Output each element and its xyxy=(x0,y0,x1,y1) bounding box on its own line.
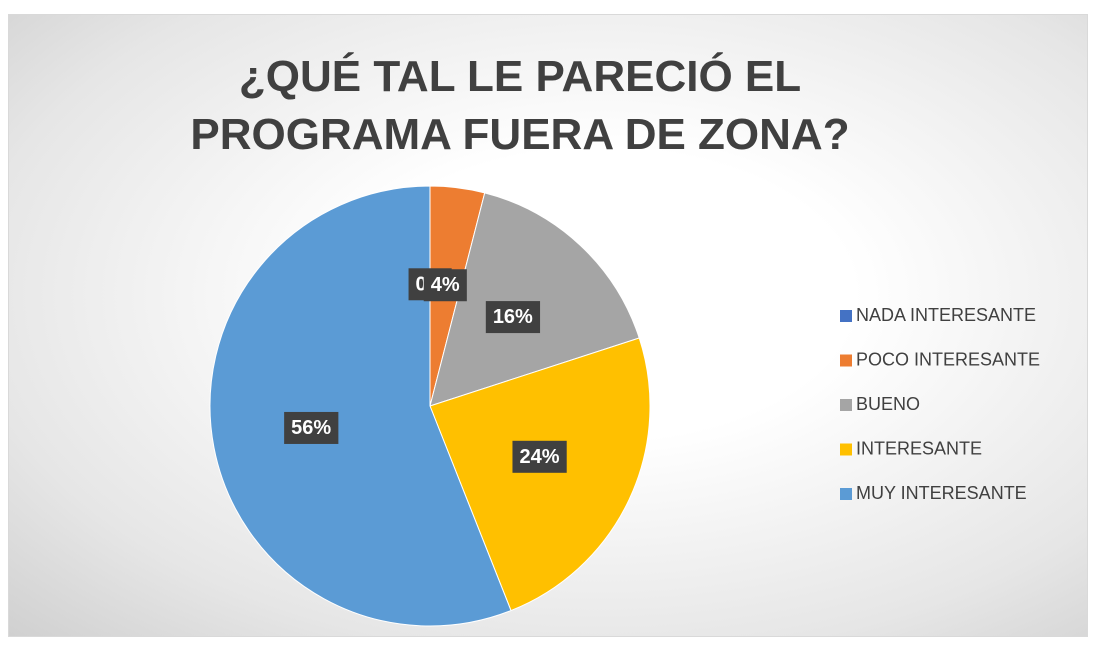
legend-swatch xyxy=(840,310,852,322)
data-label: 56% xyxy=(291,417,331,439)
pie-slice xyxy=(429,192,640,407)
legend-swatch xyxy=(840,488,852,500)
data-label: 16% xyxy=(493,306,533,328)
legend-swatch xyxy=(840,354,852,367)
pie-slice xyxy=(209,185,512,627)
legend-label: BUENO xyxy=(856,394,920,414)
data-label-box xyxy=(485,301,541,334)
data-label-box xyxy=(284,411,339,444)
legend-label: NADA INTERESANTE xyxy=(856,305,1036,325)
pie-slice xyxy=(429,337,651,612)
legend-swatch xyxy=(840,443,852,456)
legend-label: MUY INTERESANTE xyxy=(856,483,1027,503)
data-label: 24% xyxy=(519,446,559,468)
data-label-box xyxy=(423,269,467,302)
legend-label: POCO INTERESANTE xyxy=(856,349,1040,369)
chart-title: ¿QUÉ TAL LE PARECIÓ EL PROGRAMA FUERA DE… xyxy=(190,52,850,159)
legend-label: INTERESANTE xyxy=(856,438,982,458)
data-label: 4% xyxy=(431,274,460,296)
legend-swatch xyxy=(840,399,852,411)
data-label-box xyxy=(512,440,567,473)
